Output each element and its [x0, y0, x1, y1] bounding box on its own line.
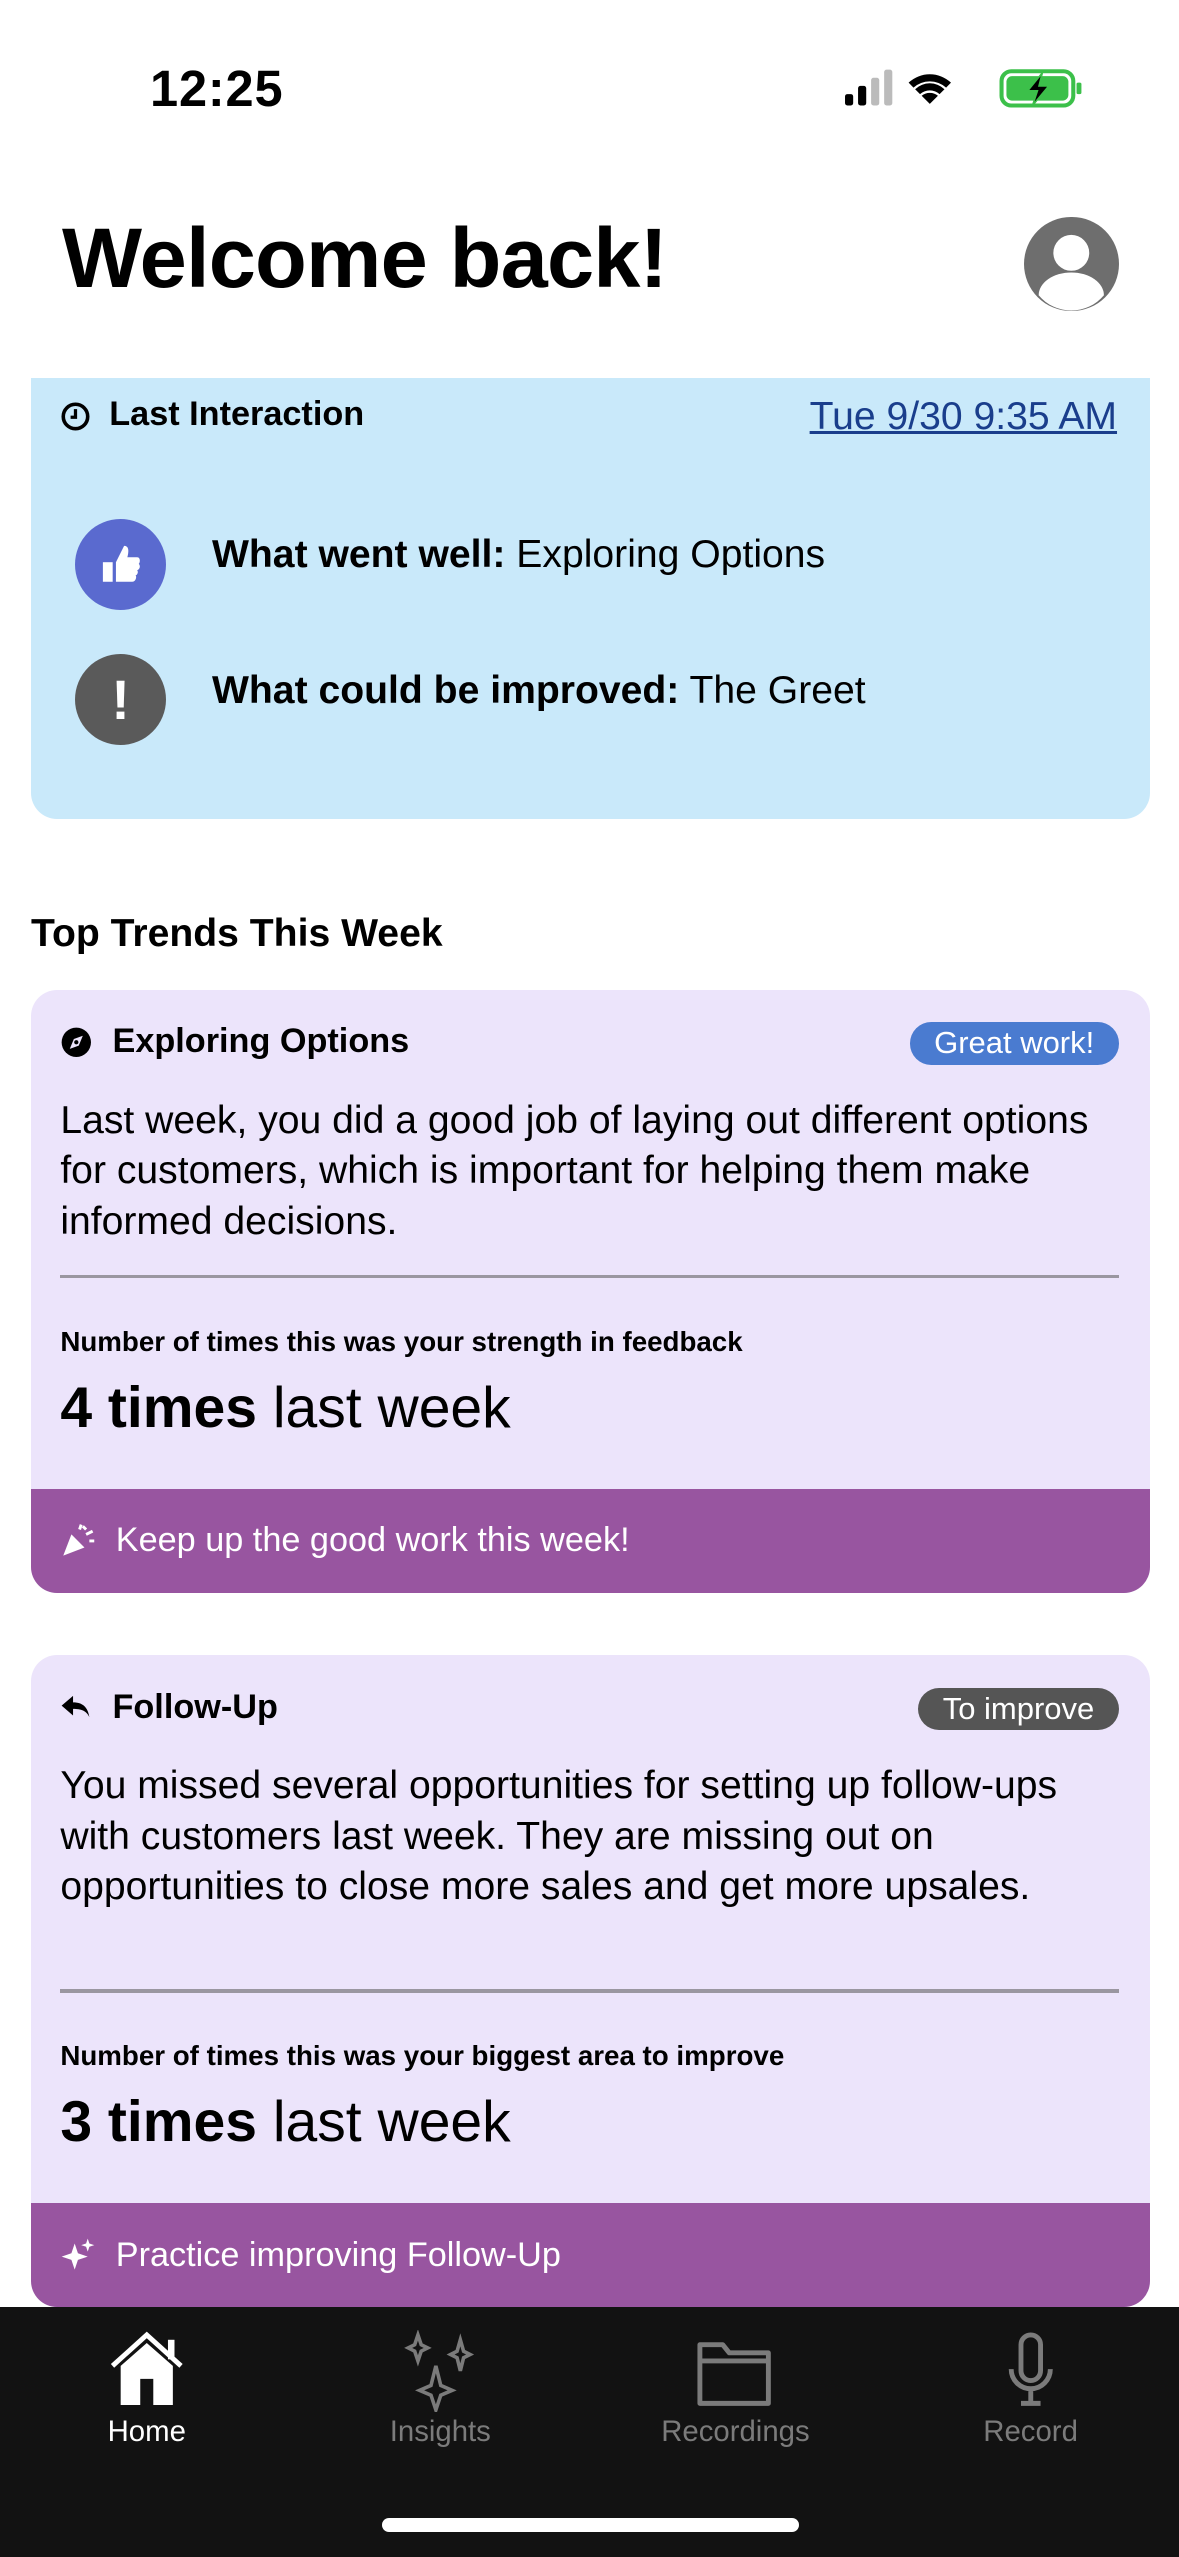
metric-value: 3 times last week — [60, 2089, 510, 2155]
card-title: Exploring Options — [112, 1022, 410, 1061]
section-title: Top Trends This Week — [30, 911, 443, 955]
status-badge: To improve — [918, 1687, 1119, 1731]
card-body: Last week, you did a good job of laying … — [60, 1098, 1089, 1243]
folder-icon — [697, 2342, 771, 2407]
last-interaction-card — [30, 378, 1150, 819]
tab-insights[interactable]: Insights — [342, 2330, 538, 2449]
tab-home[interactable]: Home — [49, 2330, 245, 2449]
tab-label: Recordings — [661, 2415, 810, 2449]
reply-arrow-icon — [61, 1695, 90, 1718]
last-interaction-date-link[interactable]: Tue 9/30 9:35 AM — [809, 394, 1118, 438]
improve-label: What could be improved: — [211, 668, 680, 712]
sparkles-icon — [61, 2238, 95, 2270]
signal-wifi-battery-icon — [844, 69, 1082, 109]
card-footer-button[interactable]: Keep up the good work this week! — [30, 1488, 1150, 1594]
metric-count: 4 times — [60, 1375, 257, 1440]
metric-suffix: last week — [272, 1375, 511, 1440]
last-interaction-title: Last Interaction — [109, 394, 365, 433]
thumbs-up-icon — [75, 518, 167, 610]
trend-card-exploring-options[interactable]: Exploring Options Great work! Last week,… — [30, 989, 1150, 1594]
trend-card-follow-up[interactable]: Follow-Up To improve You missed several … — [30, 1655, 1150, 2308]
went-well-row: What went well: Exploring Options — [212, 533, 825, 577]
status-badge: Great work! — [909, 1022, 1119, 1065]
improve-row: What could be improved: The Greet — [212, 669, 866, 713]
microphone-icon — [1008, 2332, 1053, 2407]
metric-label: Number of times this was your strength i… — [60, 1325, 743, 1357]
went-well-value: Exploring Options — [516, 533, 826, 577]
metric-value: 4 times last week — [60, 1375, 510, 1441]
person-circle-icon — [1038, 234, 1104, 311]
tab-label: Home — [107, 2415, 186, 2449]
tab-label: Record — [983, 2415, 1078, 2449]
card-body: You missed several opportunities for set… — [60, 1764, 1058, 1909]
divider — [60, 1989, 1119, 1993]
compass-icon — [61, 1027, 92, 1057]
card-footer-button[interactable]: Practice improving Follow-Up — [30, 2203, 1150, 2308]
card-title: Follow-Up — [112, 1687, 278, 1726]
status-icons — [844, 68, 1083, 117]
clock-icon — [61, 402, 90, 431]
footer-text: Practice improving Follow-Up — [115, 2235, 561, 2274]
home-indicator[interactable] — [381, 2517, 800, 2533]
avatar-button[interactable] — [1024, 216, 1119, 312]
divider — [60, 1275, 1119, 1279]
footer-text: Keep up the good work this week! — [115, 1521, 630, 1560]
went-well-label: What went well: — [211, 533, 506, 577]
house-icon — [110, 2331, 183, 2406]
metric-suffix: last week — [272, 2089, 511, 2154]
tab-record[interactable]: Record — [933, 2330, 1129, 2449]
improve-value: The Greet — [689, 668, 866, 712]
exclamation-icon: ! — [75, 653, 167, 746]
page-title: Welcome back! — [61, 209, 668, 305]
party-popper-icon — [63, 1524, 95, 1556]
metric-label: Number of times this was your biggest ar… — [60, 2040, 785, 2071]
tab-bar: Home Insights Recordings Record — [0, 2307, 1179, 2557]
tab-label: Insights — [389, 2415, 491, 2449]
tab-recordings[interactable]: Recordings — [638, 2330, 834, 2449]
status-time: 12:25 — [150, 59, 284, 117]
metric-count: 3 times — [60, 2089, 257, 2154]
sparkles-icon — [403, 2330, 474, 2412]
